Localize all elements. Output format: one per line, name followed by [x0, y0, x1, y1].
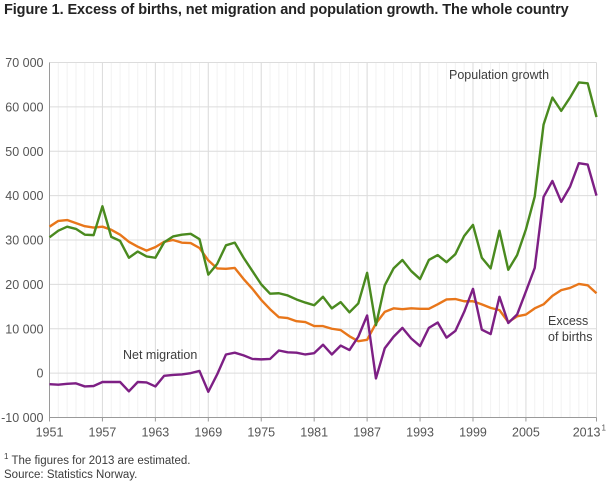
series-line-net-migration — [49, 162, 598, 393]
x-tick-label: 2005 — [512, 426, 540, 440]
y-tick-label: 20 000 — [5, 278, 43, 292]
y-tick-label: 10 000 — [5, 322, 43, 336]
footnote-estimated: 1 The figures for 2013 are estimated. — [4, 450, 604, 468]
footnote-marker: 1 — [4, 452, 9, 461]
annotation-excess-of-births-line1: Excess — [548, 314, 588, 328]
y-tick-label: 70 000 — [5, 56, 43, 70]
series-annotations: Population growth Net migration Excess of b… — [123, 68, 592, 362]
x-tick-label: 2013 — [573, 426, 601, 440]
x-tick-label: 1951 — [36, 426, 64, 440]
x-axis-tick-labels: 1951 1957 1963 1969 1975 1981 1987 1993 1999 2005… — [36, 424, 607, 440]
x-tick-label: 1981 — [300, 426, 328, 440]
x-tick-label: 1999 — [459, 426, 487, 440]
y-tick-label: 30 000 — [5, 234, 43, 248]
axis-tick-marks — [49, 417, 597, 422]
x-tick-label: 1975 — [247, 426, 275, 440]
y-tick-label: 60 000 — [5, 100, 43, 114]
page-title: Figure 1. Excess of births, net migratio… — [4, 2, 569, 18]
x-tick-label: 1957 — [89, 426, 117, 440]
y-tick-label: 50 000 — [5, 145, 43, 159]
annotation-net-migration: Net migration — [123, 348, 197, 362]
x-tick-superscript: 1 — [602, 424, 607, 433]
footnotes: 1 The figures for 2013 are estimated. So… — [4, 450, 604, 482]
annotation-excess-of-births-line2: of births — [548, 330, 592, 344]
x-tick-label: 1987 — [353, 426, 381, 440]
annotation-population-growth: Population growth — [449, 68, 549, 82]
y-tick-label: 0 — [37, 367, 44, 381]
footnote-source: Source: Statistics Norway. — [4, 468, 138, 481]
line-chart: -10 000 0 10 000 20 000 30 000 40 000 50 000 60… — [1, 56, 607, 440]
chart-container: -10 000 0 10 000 20 000 30 000 40 000 50 000 60… — [0, 46, 610, 444]
data-series-lines — [48, 81, 598, 393]
x-tick-label: 1969 — [194, 426, 222, 440]
footnote-text: The figures for 2013 are estimated. — [8, 454, 191, 467]
y-tick-label: -10 000 — [1, 411, 43, 425]
x-tick-label: 1963 — [141, 426, 169, 440]
x-tick-label: 1993 — [406, 426, 434, 440]
y-tick-label: 40 000 — [5, 189, 43, 203]
y-axis-tick-labels: -10 000 0 10 000 20 000 30 000 40 000 50 000 60… — [1, 56, 43, 425]
series-line-population-growth — [48, 81, 598, 327]
series-line-excess-of-births — [48, 218, 598, 343]
axis-lines — [49, 62, 597, 418]
